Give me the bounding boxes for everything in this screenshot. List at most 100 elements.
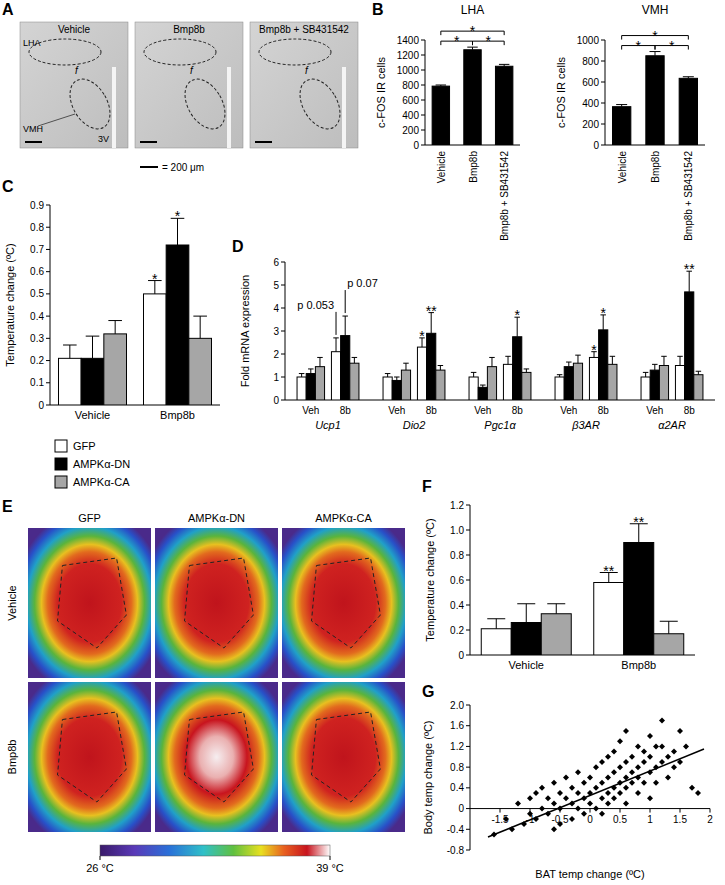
tick [620, 809, 621, 813]
bat-outline [185, 712, 254, 802]
column-label: AMPKα-DN [188, 512, 245, 524]
point [611, 749, 617, 755]
category-label: Vehicle [617, 151, 628, 184]
error-bar [508, 356, 509, 364]
panel-letter: A [2, 1, 14, 18]
point [527, 811, 533, 817]
tick [421, 145, 425, 146]
category-label: 8b [426, 405, 438, 416]
point [647, 795, 653, 801]
scale-bar [25, 141, 42, 143]
bar [589, 357, 598, 400]
region-outline [259, 39, 331, 65]
group-label: α2AR [658, 419, 686, 431]
bar [675, 366, 684, 401]
tick [281, 285, 285, 286]
tick [601, 82, 605, 83]
thermal-image [28, 528, 151, 678]
point [653, 743, 659, 749]
tick [330, 856, 331, 860]
scatter-chart: -0.8-0.400.40.81.21.62.0-1.5-1-0.500.511… [422, 700, 713, 881]
point [599, 759, 605, 765]
point [551, 826, 557, 832]
tick-label: 1000 [397, 65, 420, 76]
error-cap [487, 618, 505, 619]
tick [500, 809, 501, 813]
bar [685, 292, 694, 400]
bar [654, 634, 684, 655]
point [665, 754, 671, 760]
significance: * [486, 33, 492, 49]
category-label: Veh [388, 405, 405, 416]
bar [432, 86, 449, 145]
bar [401, 370, 410, 400]
bar [594, 583, 624, 656]
thermal-image [28, 682, 151, 832]
region-outline [144, 39, 216, 65]
error-cap [650, 51, 661, 52]
structure-label: f [75, 65, 79, 76]
error-bar [698, 371, 699, 374]
tick-label: 3 [273, 326, 279, 337]
tick-label: 600 [402, 95, 419, 106]
leader [38, 114, 75, 126]
axis-label: c-FOS IR cells [375, 57, 387, 128]
error-cap [489, 357, 495, 358]
group-label: Pgc1α [484, 419, 516, 431]
group-label: Dio2 [403, 419, 426, 431]
panel-letter: C [2, 178, 14, 195]
bar-chart: 00.20.40.60.81.01.2****VehicleBmp8bTempe… [424, 500, 695, 672]
leader [345, 290, 346, 313]
tick [466, 505, 470, 506]
point [569, 816, 575, 822]
tick [466, 705, 470, 706]
tick-label: 800 [582, 56, 599, 67]
error-cap [299, 373, 305, 374]
tick [466, 850, 470, 851]
panel-letter: B [372, 1, 384, 18]
y-axis [605, 40, 606, 145]
tick [421, 130, 425, 131]
group-label: β3AR [571, 419, 600, 431]
tick-label: 800 [402, 80, 419, 91]
error-bar [526, 604, 527, 623]
bar [144, 294, 167, 405]
micrograph [250, 22, 358, 148]
point [641, 749, 647, 755]
bar [417, 347, 426, 400]
error-cap [63, 345, 77, 346]
significance: * [591, 342, 597, 358]
tick-label: 0.4 [450, 600, 464, 611]
scale-bar [255, 141, 272, 143]
error-bar [473, 372, 474, 377]
tick [466, 808, 470, 809]
tick-label: 1200 [397, 50, 420, 61]
significance: * [669, 38, 675, 54]
error-cap [652, 364, 658, 365]
bat-outline [58, 558, 127, 648]
error-cap [317, 357, 323, 358]
point [647, 754, 653, 760]
tick [281, 354, 285, 355]
micrographs: VehiclefLHAVMH3VBmp8bfBmp8b + SB431542f=… [20, 22, 358, 173]
bar [650, 370, 659, 400]
category-label: Veh [474, 405, 491, 416]
point [557, 790, 563, 796]
tick-label: 1.2 [450, 741, 464, 752]
tick-label: 0.7 [30, 244, 44, 255]
point [599, 811, 605, 817]
tick [421, 85, 425, 86]
title: LHA [461, 3, 484, 17]
point [599, 795, 605, 801]
tick [421, 115, 425, 116]
bar [487, 367, 496, 400]
bar [694, 375, 703, 400]
axis-label: Temperature change (ºC) [4, 243, 16, 366]
point [593, 764, 599, 770]
point [575, 769, 581, 775]
tick [46, 382, 50, 383]
point [503, 816, 509, 822]
point [623, 728, 629, 734]
plot-area [59, 218, 212, 405]
error-bar [496, 619, 497, 629]
